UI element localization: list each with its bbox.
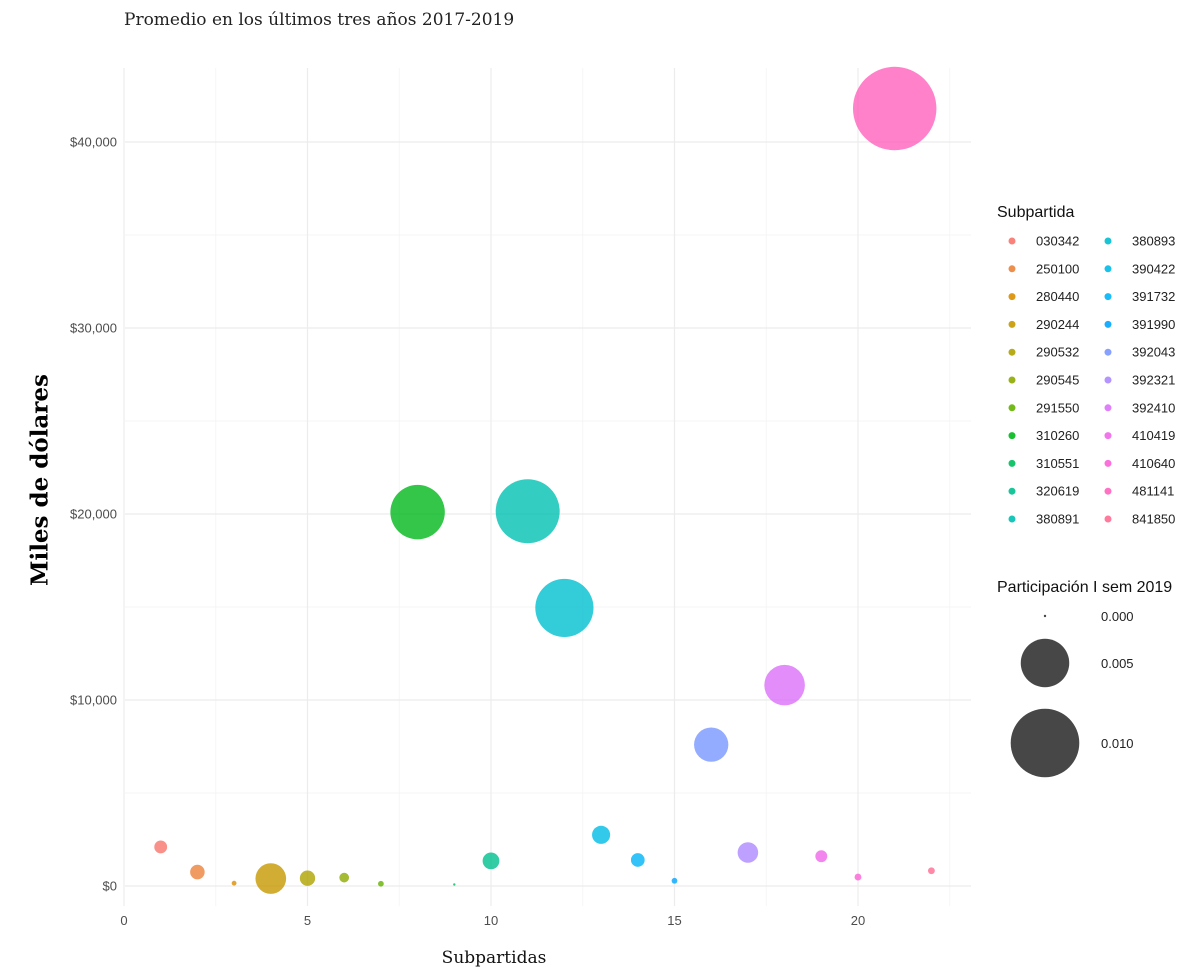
bubble-380893 — [535, 578, 594, 638]
legend-swatch-410419 — [1104, 432, 1112, 440]
legend-swatch-841850 — [1104, 515, 1112, 523]
x-tick-label: 15 — [667, 913, 681, 928]
bubble-380891 — [495, 479, 560, 544]
legend-label-380891: 380891 — [1036, 512, 1079, 527]
color-legend-title: Subpartida — [997, 204, 1074, 221]
size-legend-label: 0.010 — [1101, 736, 1134, 751]
legend-label-390422: 390422 — [1132, 261, 1175, 276]
bubble-481141 — [852, 66, 937, 151]
legend-swatch-391732 — [1104, 293, 1112, 301]
bubble-410640 — [854, 873, 862, 881]
chart-subtitle: Promedio en los últimos tres años 2017-2… — [124, 10, 515, 30]
size-legend-title: Participación I sem 2019 — [997, 579, 1172, 596]
bubble-280440 — [231, 880, 237, 886]
legend-swatch-280440 — [1008, 293, 1016, 301]
bubble-392321 — [737, 842, 759, 863]
legend-label-290244: 290244 — [1036, 317, 1079, 332]
legend-label-841850: 841850 — [1132, 512, 1175, 527]
legend-label-380893: 380893 — [1132, 234, 1175, 249]
legend-label-481141: 481141 — [1132, 484, 1174, 499]
legend-swatch-392043 — [1104, 348, 1112, 356]
legend-label-310260: 310260 — [1036, 428, 1079, 443]
y-tick-label: $40,000 — [70, 135, 117, 150]
x-tick-label: 20 — [851, 913, 865, 928]
legend-swatch-390422 — [1104, 265, 1112, 273]
legend-swatch-391990 — [1104, 320, 1112, 328]
legend-label-320619: 320619 — [1036, 484, 1079, 499]
legend-swatch-410640 — [1104, 459, 1112, 467]
bubble-250100 — [190, 864, 205, 880]
legend-label-410640: 410640 — [1132, 456, 1175, 471]
legend-swatch-392410 — [1104, 404, 1112, 412]
legend-swatch-290545 — [1008, 376, 1016, 384]
legend-label-410419: 410419 — [1132, 428, 1175, 443]
bubble-310260 — [390, 484, 445, 540]
legend-label-291550: 291550 — [1036, 400, 1079, 415]
size-legend-circle — [1010, 708, 1080, 778]
legend-swatch-380893 — [1104, 237, 1112, 245]
bubble-030342 — [154, 840, 168, 854]
x-tick-label: 0 — [120, 913, 127, 928]
bubble-391732 — [630, 853, 645, 867]
size-legend-label: 0.000 — [1101, 609, 1134, 624]
legend-label-392043: 392043 — [1132, 345, 1175, 360]
legend-swatch-481141 — [1104, 487, 1112, 495]
size-legend-circle — [1020, 638, 1070, 688]
x-axis-label: Subpartidas — [441, 948, 547, 968]
bubble-290244 — [255, 863, 287, 894]
legend-swatch-291550 — [1008, 404, 1016, 412]
legend-label-310551: 310551 — [1036, 456, 1079, 471]
legend-label-290532: 290532 — [1036, 345, 1079, 360]
size-legend-label: 0.005 — [1101, 656, 1134, 671]
legend-label-392410: 392410 — [1132, 400, 1175, 415]
bubble-290545 — [339, 872, 350, 883]
bubble-291550 — [378, 880, 384, 887]
legend-swatch-310551 — [1008, 459, 1016, 467]
legend-swatch-392321 — [1104, 376, 1112, 384]
y-tick-label: $20,000 — [70, 507, 117, 522]
x-tick-label: 5 — [304, 913, 311, 928]
bubble-410419 — [815, 850, 828, 863]
bubble-390422 — [592, 825, 611, 844]
bubble-391990 — [671, 877, 678, 884]
legend-label-280440: 280440 — [1036, 289, 1079, 304]
bubble-310551 — [453, 883, 456, 886]
bubble-392410 — [764, 664, 805, 706]
legend-swatch-320619 — [1008, 487, 1016, 495]
y-tick-label: $10,000 — [70, 693, 117, 708]
y-tick-label: $30,000 — [70, 321, 117, 336]
y-tick-label: $0 — [103, 879, 117, 894]
bubble-841850 — [927, 867, 935, 875]
legend-label-030342: 030342 — [1036, 234, 1079, 249]
legend-swatch-030342 — [1008, 237, 1016, 245]
legend-label-391990: 391990 — [1132, 317, 1175, 332]
legend-swatch-250100 — [1008, 265, 1016, 273]
legend-swatch-290244 — [1008, 320, 1016, 328]
legend-swatch-290532 — [1008, 348, 1016, 356]
legend-label-392321: 392321 — [1132, 373, 1175, 388]
bubble-392043 — [694, 727, 729, 762]
legend-label-290545: 290545 — [1036, 373, 1079, 388]
legend-label-250100: 250100 — [1036, 261, 1079, 276]
legend-swatch-310260 — [1008, 432, 1016, 440]
legend-swatch-380891 — [1008, 515, 1016, 523]
size-legend-circle — [1043, 614, 1047, 618]
legend-label-391732: 391732 — [1132, 289, 1175, 304]
bubble-290532 — [299, 870, 316, 886]
x-tick-label: 10 — [484, 913, 498, 928]
bubble-320619 — [482, 852, 500, 870]
